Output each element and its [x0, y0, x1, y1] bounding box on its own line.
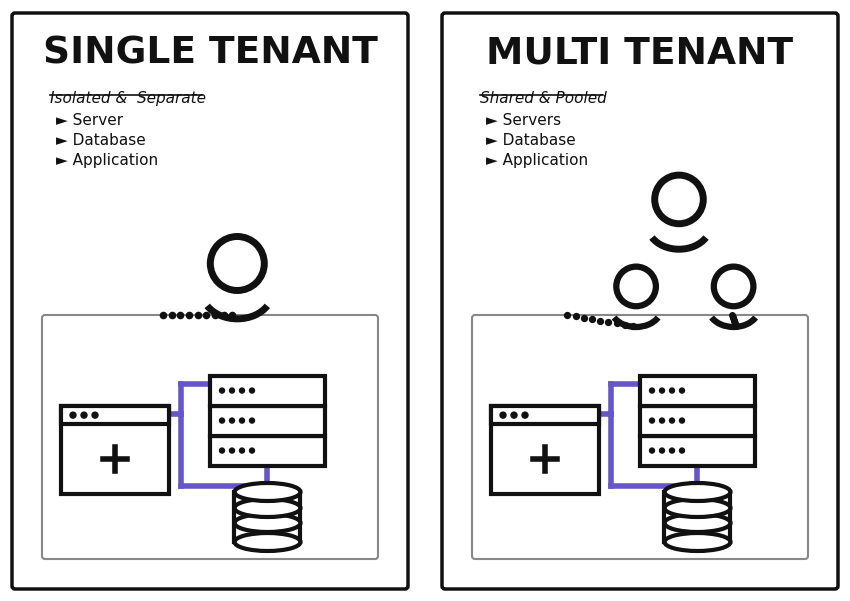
Circle shape [522, 412, 528, 418]
Ellipse shape [665, 514, 730, 532]
Point [577, 313, 591, 323]
Point [200, 310, 213, 320]
Circle shape [660, 388, 665, 393]
FancyBboxPatch shape [442, 13, 838, 589]
Point [208, 310, 222, 320]
Bar [61, 406, 169, 494]
Point [217, 310, 230, 320]
FancyBboxPatch shape [12, 13, 408, 589]
Text: Isolated &  Separate: Isolated & Separate [50, 91, 206, 106]
Bar [640, 376, 755, 406]
Text: Shared & Pooled: Shared & Pooled [480, 91, 607, 106]
Point [165, 310, 178, 320]
Text: SINGLE TENANT: SINGLE TENANT [42, 36, 377, 72]
Bar [640, 436, 755, 466]
Point [191, 310, 205, 320]
Text: ► Servers: ► Servers [486, 113, 561, 128]
Point [728, 318, 741, 328]
Point [182, 310, 196, 320]
Text: ► Server: ► Server [56, 113, 123, 128]
Point [609, 319, 623, 328]
Point [173, 310, 187, 320]
Text: MULTI TENANT: MULTI TENANT [486, 36, 794, 72]
Circle shape [679, 388, 684, 393]
Circle shape [670, 418, 675, 423]
Circle shape [240, 418, 245, 423]
Ellipse shape [235, 514, 301, 532]
Point [156, 310, 170, 320]
Circle shape [670, 388, 675, 393]
Point [561, 310, 575, 320]
Circle shape [649, 388, 654, 393]
Bar [640, 406, 755, 436]
Point [726, 310, 740, 320]
Circle shape [230, 448, 235, 453]
Point [626, 322, 640, 331]
Circle shape [92, 412, 98, 418]
Point [618, 320, 632, 329]
Bar [491, 406, 599, 424]
Ellipse shape [665, 533, 730, 551]
Bar [61, 406, 169, 424]
Circle shape [240, 388, 245, 393]
Circle shape [679, 418, 684, 423]
Circle shape [250, 388, 254, 393]
Point [728, 320, 742, 329]
Circle shape [230, 418, 235, 423]
Circle shape [511, 412, 517, 418]
Point [586, 314, 599, 324]
Bar [210, 436, 325, 466]
Circle shape [240, 448, 245, 453]
Point [569, 311, 582, 321]
Ellipse shape [665, 499, 730, 517]
Circle shape [660, 418, 665, 423]
Point [602, 317, 615, 327]
Ellipse shape [235, 483, 301, 501]
Text: ► Database: ► Database [486, 133, 575, 148]
Circle shape [230, 388, 235, 393]
Circle shape [219, 418, 224, 423]
Bar [210, 406, 325, 436]
Circle shape [679, 448, 684, 453]
Bar [665, 492, 730, 542]
Circle shape [219, 448, 224, 453]
Ellipse shape [235, 533, 301, 551]
Ellipse shape [665, 483, 730, 501]
Point [728, 317, 741, 326]
Circle shape [70, 412, 76, 418]
Text: ► Application: ► Application [56, 153, 158, 168]
FancyBboxPatch shape [42, 315, 378, 559]
Circle shape [649, 448, 654, 453]
FancyBboxPatch shape [472, 315, 808, 559]
Circle shape [649, 418, 654, 423]
Circle shape [250, 448, 254, 453]
Bar [210, 376, 325, 406]
Point [727, 313, 740, 323]
Point [727, 315, 740, 325]
Circle shape [81, 412, 87, 418]
Circle shape [660, 448, 665, 453]
Point [593, 316, 607, 325]
Circle shape [219, 388, 224, 393]
Text: ► Database: ► Database [56, 133, 145, 148]
Point [726, 312, 740, 322]
Point [225, 310, 239, 320]
Bar [235, 492, 301, 542]
Text: ► Application: ► Application [486, 153, 588, 168]
Point [728, 322, 742, 331]
Circle shape [670, 448, 675, 453]
Ellipse shape [235, 499, 301, 517]
Circle shape [500, 412, 506, 418]
Bar [491, 406, 599, 494]
Circle shape [250, 418, 254, 423]
